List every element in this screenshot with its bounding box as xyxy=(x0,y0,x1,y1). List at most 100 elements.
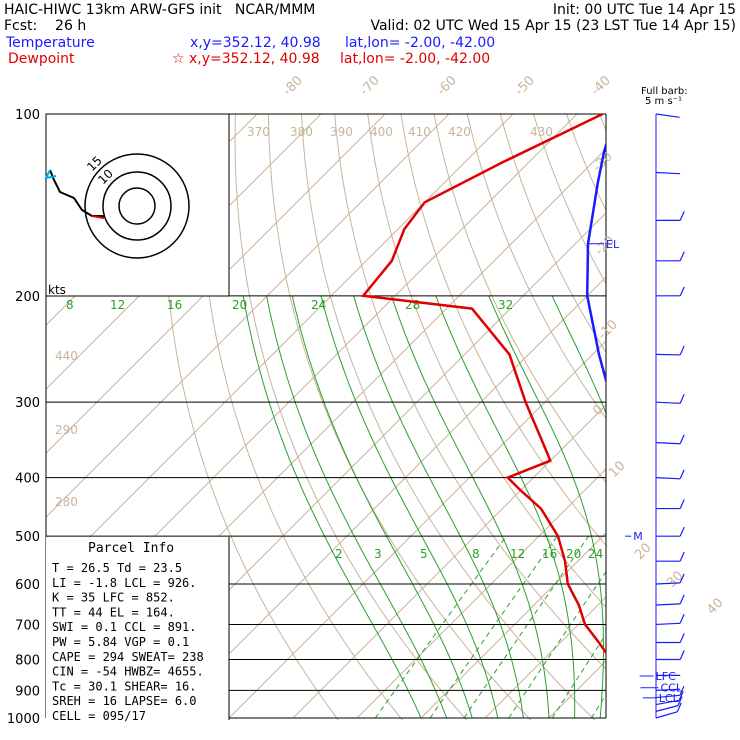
dry-adiabat-line xyxy=(400,114,606,547)
pressure-tick-label: 400 xyxy=(15,472,40,487)
mixing-ratio-label: 20 xyxy=(566,547,581,561)
mixing-ratio-label: 24 xyxy=(588,547,603,561)
pressure-tick-label: 600 xyxy=(15,578,40,593)
wind-barb xyxy=(655,699,680,706)
moist-adiabat-line xyxy=(703,296,740,718)
level-marker-label: CCL xyxy=(660,682,682,695)
hodograph-ring xyxy=(118,187,156,225)
parcel-info-row: TT = 44 EL = 164. xyxy=(52,605,175,619)
mixing-ratio-label: 3 xyxy=(374,547,382,561)
isotherm-line xyxy=(420,532,606,719)
moist-adiabat-line xyxy=(627,296,678,718)
moist-adiabat-line xyxy=(353,295,524,719)
wind-barb xyxy=(655,582,681,585)
dry-adiabat-line xyxy=(334,114,606,670)
isotherm-line xyxy=(484,596,606,719)
pressure-tick-label: 900 xyxy=(15,684,40,699)
moist-adiabat-line xyxy=(435,295,576,718)
dry-adiabat-line xyxy=(499,114,606,354)
dry-adiabat-line xyxy=(234,114,468,720)
wind-barbs xyxy=(655,113,685,719)
forecast-hour: Fcst: 26 h xyxy=(4,18,87,34)
moist-adiabat-label: 12 xyxy=(110,298,125,312)
wind-barb-flag xyxy=(679,499,685,509)
mixing-ratio-line xyxy=(374,535,507,719)
isotherm-line xyxy=(228,340,606,719)
mixing-ratio-lines xyxy=(374,535,606,719)
hodograph-trace-low xyxy=(91,215,105,219)
parcel-info-row: SREH = 16 LAPSE= 6.0 xyxy=(52,694,197,708)
moist-adiabat-label: 8 xyxy=(66,298,74,312)
hodograph-frame xyxy=(45,113,230,297)
theta-label: 400 xyxy=(370,125,393,139)
pressure-tick-label: 800 xyxy=(15,653,40,668)
valid-time: Valid: 02 UTC Wed 15 Apr 15 (23 LST Tue … xyxy=(370,18,736,34)
moist-adiabat-line xyxy=(551,295,606,415)
pressure-tick-label: 500 xyxy=(15,530,40,545)
wind-barb-flag xyxy=(679,551,685,562)
sounding-profiles xyxy=(360,114,606,655)
isotherm-tick-label: 20 xyxy=(632,541,654,563)
dry-adiabat-line xyxy=(163,114,339,720)
moist-adiabat-label: 16 xyxy=(167,298,182,312)
moist-adiabat-line xyxy=(488,295,604,719)
wind-barb-flag xyxy=(679,394,685,404)
wind-barb-flag xyxy=(679,345,685,356)
isotherm-tick-label: -70 xyxy=(357,73,383,99)
theta-label: 440 xyxy=(55,349,78,363)
wind-barb xyxy=(655,353,681,356)
dry-adiabat-line xyxy=(301,114,596,720)
wind-barb xyxy=(655,113,680,118)
wind-barb-flag xyxy=(676,702,682,713)
isotherm-tick-label: -60 xyxy=(434,73,460,99)
wind-barb xyxy=(655,705,679,712)
dry-adiabat-line xyxy=(666,114,740,731)
pressure-tick-label: 300 xyxy=(15,396,40,411)
isotherm-line xyxy=(677,114,740,718)
dewpoint-latlon: lat,lon= -2.00, -42.00 xyxy=(340,51,491,67)
barb-legend-units: 5 m s⁻¹ xyxy=(645,96,682,107)
wind-barb-flag xyxy=(679,614,685,624)
wind-barb-flag xyxy=(679,594,685,605)
theta-label: 280 xyxy=(55,495,78,509)
wind-barb-flag xyxy=(679,434,685,445)
wind-barb-flag xyxy=(679,286,685,297)
wind-barb-flag xyxy=(679,251,685,262)
wind-barb xyxy=(655,442,681,445)
dewpoint-legend-label: Dewpoint xyxy=(8,51,75,67)
wind-barb-flag xyxy=(679,650,685,660)
wind-barb-flag xyxy=(679,469,685,480)
wind-barb xyxy=(655,622,681,626)
hodograph-ring xyxy=(84,153,190,259)
pressure-tick-label: 1000 xyxy=(7,712,40,727)
mixing-ratio-line xyxy=(508,570,606,719)
temperature-legend-label: Temperature xyxy=(6,35,95,51)
mixing-ratio-label: 12 xyxy=(510,547,525,561)
temperature-profile xyxy=(585,140,606,385)
wind-barb-flag xyxy=(679,633,685,643)
theta-label: 390 xyxy=(330,125,353,139)
isotherm-tick-label: 10 xyxy=(606,459,628,481)
isotherm-tick-label: -40 xyxy=(588,73,614,99)
isotherm-line xyxy=(46,114,386,454)
mixing-ratio-label: 8 xyxy=(472,547,480,561)
wind-barb xyxy=(655,688,681,691)
wind-barb xyxy=(655,711,678,719)
wind-barb xyxy=(655,603,681,606)
isotherm-line xyxy=(46,114,450,518)
barb-legend-title: Full barb: xyxy=(641,86,688,97)
mixing-ratio-line xyxy=(429,535,558,719)
theta-label: 430 xyxy=(530,125,553,139)
dry-adiabat-line xyxy=(633,114,740,731)
wind-barb-flag xyxy=(679,686,685,696)
dry-adiabat-line xyxy=(566,114,606,212)
dry-adiabat-line xyxy=(199,114,404,720)
moist-adiabat-line xyxy=(677,296,727,718)
temperature-latlon: lat,lon= -2.00, -42.00 xyxy=(345,35,496,51)
mixing-ratio-line xyxy=(591,693,606,719)
parcel-info-title: Parcel Info xyxy=(88,541,174,556)
level-marker-label: EL xyxy=(606,238,620,251)
theta-label: 410 xyxy=(408,125,431,139)
